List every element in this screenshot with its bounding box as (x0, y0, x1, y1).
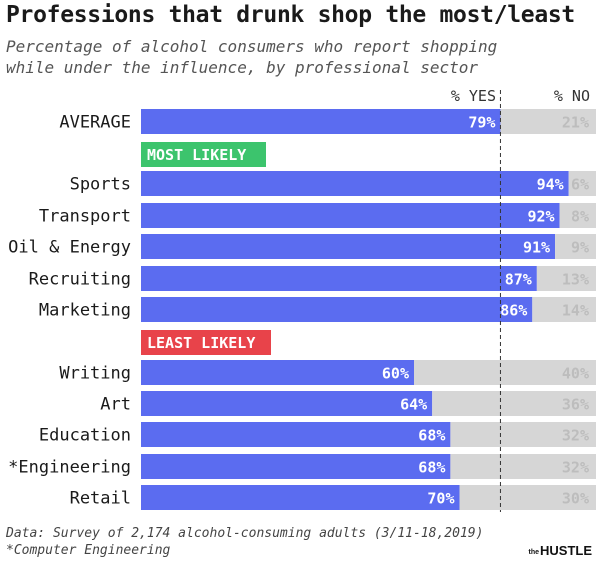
legend-no-label: % NO (554, 87, 590, 105)
badge-most-likely (141, 142, 266, 167)
footnote: *Computer Engineering (6, 543, 171, 558)
bar-no-engineering (450, 454, 596, 479)
bar-no-retail (459, 485, 596, 510)
category-label-marketing: Marketing (39, 301, 131, 321)
subtitle-line-2: while under the influence, by profession… (6, 58, 479, 77)
category-label-engineering: *Engineering (8, 458, 131, 478)
value-yes-transport: 92% (528, 208, 555, 226)
bar-yes-writing (141, 360, 414, 385)
badge-label-least-likely: LEAST LIKELY (147, 334, 255, 352)
value-yes-marketing: 86% (500, 302, 527, 320)
subtitle-line-1: Percentage of alcohol consumers who repo… (6, 37, 498, 56)
category-label-sports: Sports (70, 175, 131, 195)
value-no-writing: 40% (562, 365, 589, 383)
value-no-retail: 30% (562, 490, 589, 508)
bar-yes-sports (141, 171, 569, 196)
value-no-art: 36% (562, 396, 589, 414)
value-yes-oil-energy: 91% (523, 239, 550, 257)
value-no-oil-energy: 9% (571, 239, 589, 257)
bar-yes-education (141, 422, 451, 447)
bar-no-oil-energy (555, 234, 596, 259)
bar-no-sports (568, 171, 596, 196)
bar-no-art (432, 391, 596, 416)
value-yes-education: 68% (418, 427, 445, 445)
bar-yes-retail (141, 485, 460, 510)
category-label-average: AVERAGE (59, 113, 131, 133)
bar-yes-transport (141, 203, 560, 228)
value-yes-art: 64% (400, 396, 427, 414)
logo-name: HUSTLE (540, 543, 592, 558)
badge-least-likely (141, 330, 271, 355)
category-label-retail: Retail (70, 489, 131, 509)
category-label-art: Art (100, 395, 131, 415)
bar-yes-art (141, 391, 433, 416)
value-no-marketing: 14% (562, 302, 589, 320)
chart-footer: Data: Survey of 2,174 alcohol-consuming … (6, 525, 483, 559)
bar-yes-marketing (141, 297, 533, 322)
value-yes-recruiting: 87% (505, 271, 532, 289)
value-no-average: 21% (562, 114, 589, 132)
value-no-engineering: 32% (562, 459, 589, 477)
logo-prefix: the (528, 549, 540, 556)
bar-no-average (500, 109, 596, 134)
category-label-transport: Transport (39, 207, 131, 227)
legend-yes-label: % YES (451, 87, 496, 105)
bar-no-transport (559, 203, 596, 228)
category-label-recruiting: Recruiting (29, 270, 131, 290)
bar-no-recruiting (536, 266, 596, 291)
category-label-oil-energy: Oil & Energy (8, 238, 131, 258)
value-no-sports: 6% (571, 176, 589, 194)
bar-no-education (450, 422, 596, 447)
category-label-education: Education (39, 426, 131, 446)
bar-yes-engineering (141, 454, 451, 479)
value-yes-writing: 60% (382, 365, 409, 383)
value-yes-average: 79% (468, 114, 495, 132)
source-note: Data: Survey of 2,174 alcohol-consuming … (6, 526, 484, 541)
bar-yes-recruiting (141, 266, 537, 291)
value-no-transport: 8% (571, 208, 589, 226)
category-label-writing: Writing (59, 364, 131, 384)
chart-title: Professions that drunk shop the most/lea… (6, 2, 575, 28)
chart-subtitle: Percentage of alcohol consumers who repo… (6, 36, 497, 78)
bar-yes-oil-energy (141, 234, 556, 259)
bar-no-marketing (532, 297, 596, 322)
value-yes-retail: 70% (427, 490, 454, 508)
hustle-logo: theHUSTLE (529, 543, 593, 558)
bar-yes-average (141, 109, 501, 134)
value-no-education: 32% (562, 427, 589, 445)
value-yes-sports: 94% (537, 176, 564, 194)
value-no-recruiting: 13% (562, 271, 589, 289)
value-yes-engineering: 68% (418, 459, 445, 477)
badge-label-most-likely: MOST LIKELY (147, 146, 246, 164)
bar-no-writing (414, 360, 596, 385)
